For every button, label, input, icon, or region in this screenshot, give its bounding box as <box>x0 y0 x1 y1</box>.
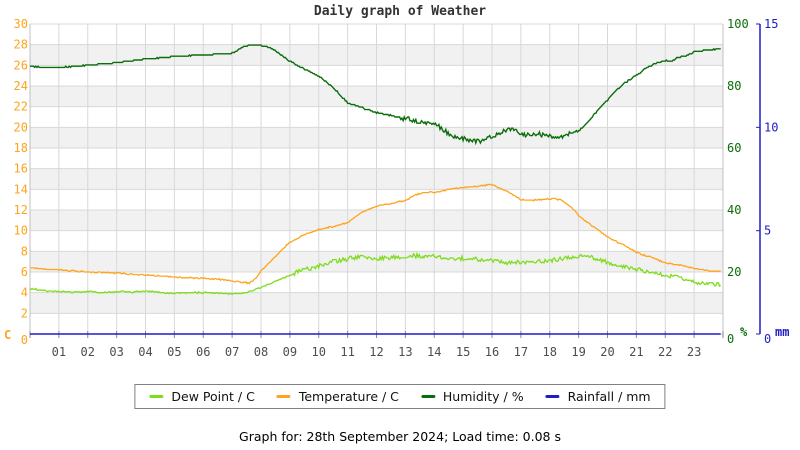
rainfall-line-swatch <box>545 395 560 398</box>
svg-text:15: 15 <box>764 17 778 31</box>
svg-text:08: 08 <box>254 345 268 359</box>
svg-text:01: 01 <box>52 345 66 359</box>
svg-text:20: 20 <box>600 345 614 359</box>
legend-item-humidity: Humidity / % <box>420 389 524 404</box>
series-dew <box>29 251 722 296</box>
svg-text:40: 40 <box>727 203 741 217</box>
svg-text:16: 16 <box>485 345 499 359</box>
svg-text:0: 0 <box>764 332 771 346</box>
plot-border <box>29 24 724 334</box>
svg-text:11: 11 <box>340 345 354 359</box>
series-humidity <box>30 44 721 146</box>
svg-text:22: 22 <box>14 100 28 114</box>
svg-text:13: 13 <box>398 345 412 359</box>
svg-text:26: 26 <box>14 58 28 72</box>
svg-text:06: 06 <box>196 345 210 359</box>
dew-point-line-swatch <box>149 395 164 398</box>
svg-text:09: 09 <box>283 345 297 359</box>
legend-item-rainfall: Rainfall / mm <box>545 389 651 404</box>
svg-text:16: 16 <box>14 162 28 176</box>
series-temperature <box>30 183 721 285</box>
humidity-line-swatch <box>420 395 435 398</box>
svg-text:17: 17 <box>514 345 528 359</box>
legend-label-temperature: Temperature / C <box>298 389 399 404</box>
svg-text:2: 2 <box>21 306 28 320</box>
x-axis-labels: 01 02 03 04 05 06 07 08 09 10 11 12 13 14 15 16 17 18 19 20… <box>52 345 702 359</box>
legend-label-dew-point: Dew Point / C <box>171 389 255 404</box>
svg-text:23: 23 <box>687 345 701 359</box>
svg-text:07: 07 <box>225 345 239 359</box>
svg-text:100: 100 <box>727 17 749 31</box>
svg-text:mm: mm <box>775 325 789 339</box>
svg-text:30: 30 <box>14 17 28 31</box>
svg-text:0: 0 <box>727 332 734 346</box>
svg-text:21: 21 <box>629 345 643 359</box>
legend-label-humidity: Humidity / % <box>442 389 524 404</box>
weather-chart-plot: 01 02 03 04 05 06 07 08 09 10 11 12 13 14 15 16 17 18 19 20… <box>4 17 789 359</box>
svg-text:6: 6 <box>21 265 28 279</box>
svg-text:02: 02 <box>81 345 95 359</box>
svg-text:0: 0 <box>21 333 28 347</box>
svg-text:18: 18 <box>14 141 28 155</box>
svg-text:04: 04 <box>138 345 152 359</box>
graph-caption: Graph for: 28th September 2024; Load tim… <box>239 429 561 444</box>
svg-text:22: 22 <box>658 345 672 359</box>
svg-text:20: 20 <box>727 265 741 279</box>
svg-text:5: 5 <box>764 224 771 238</box>
svg-text:28: 28 <box>14 38 28 52</box>
svg-text:60: 60 <box>727 141 741 155</box>
temperature-line-swatch <box>276 395 291 398</box>
svg-text:20: 20 <box>14 120 28 134</box>
svg-text:8: 8 <box>21 244 28 258</box>
svg-text:80: 80 <box>727 79 741 93</box>
legend-label-rainfall: Rainfall / mm <box>567 389 651 404</box>
rainfall-axis: 15 10 5 0 mm <box>756 17 789 346</box>
svg-text:10: 10 <box>14 224 28 238</box>
chart-title: Daily graph of Weather <box>313 4 487 19</box>
svg-text:19: 19 <box>571 345 585 359</box>
svg-text:05: 05 <box>167 345 181 359</box>
svg-text:12: 12 <box>14 203 28 217</box>
svg-text:12: 12 <box>369 345 383 359</box>
svg-text:C: C <box>4 328 11 342</box>
humidity-axis-labels: 100 80 60 40 20 0% <box>727 17 749 346</box>
svg-text:15: 15 <box>456 345 470 359</box>
svg-text:4: 4 <box>21 286 28 300</box>
legend-item-temperature: Temperature / C <box>276 389 399 404</box>
svg-text:10: 10 <box>312 345 326 359</box>
svg-text:14: 14 <box>14 182 28 196</box>
svg-text:%: % <box>740 325 748 339</box>
svg-text:03: 03 <box>109 345 123 359</box>
legend-item-dew-point: Dew Point / C <box>149 389 255 404</box>
svg-text:18: 18 <box>543 345 557 359</box>
svg-text:24: 24 <box>14 79 28 93</box>
svg-text:14: 14 <box>427 345 441 359</box>
legend: Dew Point / C Temperature / C Humidity /… <box>134 384 666 409</box>
svg-text:10: 10 <box>764 120 778 134</box>
